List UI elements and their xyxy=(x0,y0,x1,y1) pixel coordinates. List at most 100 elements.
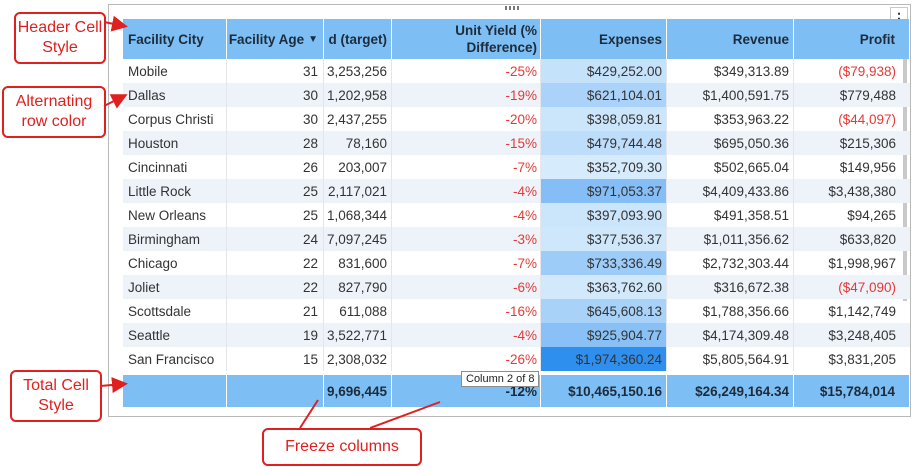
cell-target: 1,068,344 xyxy=(324,203,392,227)
data-table: Facility City Facility Age ▼ d (target) U… xyxy=(123,19,910,407)
cell-target: 2,308,032 xyxy=(324,347,392,371)
cell-city: Houston xyxy=(123,131,227,155)
table-row[interactable]: Corpus Christi 30 2,437,255 -20% $398,059.81… xyxy=(123,107,910,131)
cell-profit: $3,438,380 xyxy=(828,183,896,199)
cell-profit: ($47,090) xyxy=(838,279,896,295)
cell-age: 22 xyxy=(227,275,324,299)
cell-age: 22 xyxy=(227,251,324,275)
table-row[interactable]: Cincinnati 26 203,007 -7% $352,709.30 $502,66… xyxy=(123,155,910,179)
table-row[interactable]: Scottsdale 21 611,088 -16% $645,608.13 $1,788… xyxy=(123,299,910,323)
cell-expenses: $971,053.37 xyxy=(541,179,667,203)
callout-text: Total Cell Style xyxy=(23,377,89,414)
cell-expenses: $363,762.60 xyxy=(541,275,667,299)
header-unit-yield[interactable]: Unit Yield (% Difference) xyxy=(392,19,541,59)
cell-profit: $779,488 xyxy=(839,87,896,103)
header-facility-age[interactable]: Facility Age ▼ xyxy=(227,19,324,59)
cell-revenue: $502,665.04 xyxy=(667,155,794,179)
header-label: Unit Yield (% Difference) xyxy=(455,23,537,55)
cell-profit: $633,820 xyxy=(839,231,896,247)
cell-expenses: $479,744.48 xyxy=(541,131,667,155)
cell-expenses: $733,336.49 xyxy=(541,251,667,275)
callout-text: Alternating row color xyxy=(15,93,93,130)
cell-expenses: $398,059.81 xyxy=(541,107,667,131)
callout-header-cell-style: Header Cell Style xyxy=(14,12,106,64)
cell-unit-yield: -7% xyxy=(392,155,541,179)
table-row[interactable]: Dallas 30 1,202,958 -19% $621,104.01 $1,400,5… xyxy=(123,83,910,107)
cell-age: 30 xyxy=(227,107,324,131)
cell-profit: $215,306 xyxy=(839,135,896,151)
header-expenses[interactable]: Expenses xyxy=(541,19,667,59)
table-row[interactable]: New Orleans 25 1,068,344 -4% $397,093.90 $491… xyxy=(123,203,910,227)
cell-city: Corpus Christi xyxy=(123,107,227,131)
total-city xyxy=(123,375,227,407)
cell-revenue: $695,050.36 xyxy=(667,131,794,155)
cell-target: 611,088 xyxy=(324,299,392,323)
total-expenses: $10,465,150.16 xyxy=(541,375,667,407)
cell-age: 19 xyxy=(227,323,324,347)
table-row[interactable]: Little Rock 25 2,117,021 -4% $971,053.37 $4,4… xyxy=(123,179,910,203)
cell-target: 2,437,255 xyxy=(324,107,392,131)
cell-city: Chicago xyxy=(123,251,227,275)
cell-target: 3,522,771 xyxy=(324,323,392,347)
cell-revenue: $353,963.22 xyxy=(667,107,794,131)
table-row[interactable]: Mobile 31 3,253,256 -25% $429,252.00 $349,313… xyxy=(123,59,910,83)
cell-profit: $94,265 xyxy=(847,207,896,223)
header-label: Revenue xyxy=(732,31,789,47)
cell-target: 1,202,958 xyxy=(324,83,392,107)
header-profit[interactable]: Profit xyxy=(794,19,910,59)
cell-city: Scottsdale xyxy=(123,299,227,323)
cell-target: 7,097,245 xyxy=(324,227,392,251)
header-label: Profit xyxy=(859,31,895,47)
cell-unit-yield: -26% xyxy=(392,347,541,371)
arrow-freeze-left xyxy=(299,399,319,429)
total-target: 9,696,445 xyxy=(324,375,392,407)
table-row[interactable]: Joliet 22 827,790 -6% $363,762.60 $316,672.38… xyxy=(123,275,910,299)
total-profit: $15,784,014 xyxy=(794,375,910,407)
cell-age: 25 xyxy=(227,203,324,227)
table-widget: ⋮ Facility City Facility Age ▼ d (target)… xyxy=(108,4,911,417)
cell-expenses: $621,104.01 xyxy=(541,83,667,107)
table-row[interactable]: Houston 28 78,160 -15% $479,744.48 $695,050.3… xyxy=(123,131,910,155)
header-target[interactable]: d (target) xyxy=(324,19,392,59)
cell-age: 25 xyxy=(227,179,324,203)
total-unit-yield: -12% xyxy=(392,375,541,407)
callout-freeze-columns: Freeze columns xyxy=(262,428,422,466)
header-label: Expenses xyxy=(598,31,662,47)
cell-revenue: $491,358.51 xyxy=(667,203,794,227)
arrow-freeze-right xyxy=(369,401,441,429)
cell-expenses: $925,904.77 xyxy=(541,323,667,347)
vertical-scrollbar[interactable] xyxy=(903,35,907,301)
arrow-total xyxy=(99,377,128,393)
cell-unit-yield: -3% xyxy=(392,227,541,251)
cell-profit: $1,998,967 xyxy=(828,255,896,271)
table-row[interactable]: San Francisco 15 2,308,032 -26% $1,974,360.2… xyxy=(123,347,910,371)
cell-revenue: $1,011,356.62 xyxy=(667,227,794,251)
scroll-tooltip: Column 2 of 8 xyxy=(461,371,540,387)
cell-target: 831,600 xyxy=(324,251,392,275)
cell-unit-yield: -25% xyxy=(392,59,541,83)
cell-unit-yield: -16% xyxy=(392,299,541,323)
cell-city: Cincinnati xyxy=(123,155,227,179)
header-facility-city[interactable]: Facility City xyxy=(123,19,227,59)
arrow-alternating xyxy=(103,94,128,109)
cell-unit-yield: -6% xyxy=(392,275,541,299)
table-row[interactable]: Seattle 19 3,522,771 -4% $925,904.77 $4,174,3… xyxy=(123,323,910,347)
cell-target: 203,007 xyxy=(324,155,392,179)
callout-text: Header Cell Style xyxy=(17,19,103,56)
callout-total-cell-style: Total Cell Style xyxy=(10,370,102,422)
cell-target: 3,253,256 xyxy=(324,59,392,83)
sort-descending-icon[interactable]: ▼ xyxy=(308,33,318,45)
cell-unit-yield: -20% xyxy=(392,107,541,131)
total-age xyxy=(227,375,324,407)
cell-unit-yield: -19% xyxy=(392,83,541,107)
cell-revenue: $4,409,433.86 xyxy=(667,179,794,203)
cell-city: Dallas xyxy=(123,83,227,107)
cell-unit-yield: -15% xyxy=(392,131,541,155)
cell-city: Birmingham xyxy=(123,227,227,251)
table-row[interactable]: Birmingham 24 7,097,245 -3% $377,536.37 $1,01… xyxy=(123,227,910,251)
cell-city: Mobile xyxy=(123,59,227,83)
table-row[interactable]: Chicago 22 831,600 -7% $733,336.49 $2,732,303… xyxy=(123,251,910,275)
move-handle-top[interactable] xyxy=(505,6,519,10)
header-revenue[interactable]: Revenue xyxy=(667,19,794,59)
